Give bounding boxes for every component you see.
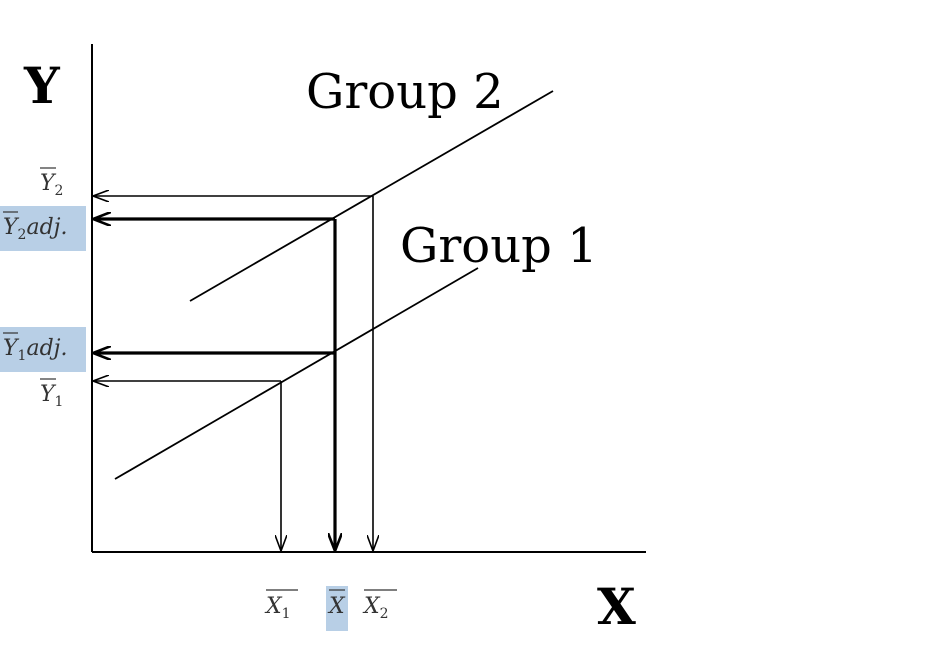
y-axis-title: Y <box>23 56 61 115</box>
svg-text:X1: X1 <box>264 594 291 622</box>
y1-adj-highlight <box>0 327 86 372</box>
svg-text:Y2adj.: Y2adj. <box>3 215 67 243</box>
group1-regression-line <box>114 267 479 480</box>
y2-adj-highlight <box>0 206 86 251</box>
group2-label: Group 2 <box>306 64 504 120</box>
y1-mean-tick-label: Y1 <box>40 378 63 410</box>
svg-text:X: X <box>327 594 346 619</box>
y2-mean-tick-label: Y2 <box>40 167 63 199</box>
x1-mean-tick-label: X1 <box>264 589 298 622</box>
svg-text:Y1: Y1 <box>40 382 63 410</box>
y2-adj-tick-label: Y2adj. <box>3 211 67 243</box>
group1-label: Group 1 <box>400 218 598 274</box>
grand-mean-highlight <box>326 586 348 631</box>
y1-adj-tick-label: Y1adj. <box>3 332 67 364</box>
svg-text:X2: X2 <box>362 594 389 622</box>
x-axis-title: X <box>597 577 636 636</box>
grand-mean-tick-label: X <box>327 589 346 619</box>
x2-mean-tick-label: X2 <box>362 589 397 622</box>
svg-text:Y1adj.: Y1adj. <box>3 336 67 364</box>
svg-text:Y2: Y2 <box>40 171 63 199</box>
